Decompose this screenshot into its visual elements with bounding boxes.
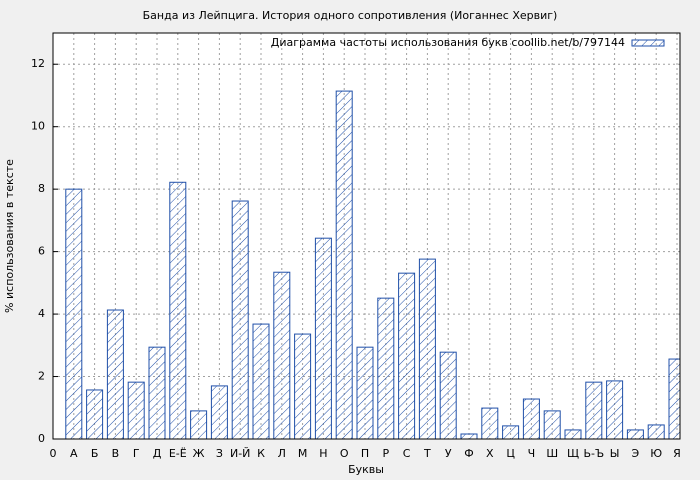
bar (148, 346, 166, 439)
bar (294, 333, 312, 439)
x-tick-label: Э (632, 447, 640, 460)
x-tick-label: М (298, 447, 308, 460)
bar (86, 389, 104, 439)
x-tick-label: Ж (193, 447, 205, 460)
bar (522, 398, 540, 439)
bar (210, 385, 228, 439)
legend-swatch (631, 39, 665, 47)
x-tick-label: Н (319, 447, 327, 460)
y-tick-label: 12 (31, 57, 45, 70)
bar (127, 381, 145, 439)
x-tick-label: Е-Ё (169, 447, 187, 460)
x-tick-label: А (70, 447, 78, 460)
bar (231, 200, 249, 439)
bar (65, 188, 83, 439)
y-tick-label: 4 (38, 307, 45, 320)
bar (481, 407, 499, 439)
x-tick-label: В (112, 447, 120, 460)
x-tick-label: Ы (610, 447, 620, 460)
y-tick-label: 6 (38, 245, 45, 258)
x-tick-label: П (361, 447, 369, 460)
x-tick-label: Р (382, 447, 389, 460)
x-tick-label: З (216, 447, 223, 460)
bar (106, 309, 124, 439)
x-tick-label: И-Й (230, 447, 250, 460)
x-tick-label: Ь-Ъ (583, 447, 604, 460)
x-tick-label: 0 (50, 447, 57, 460)
x-tick-label: О (340, 447, 349, 460)
bar (252, 323, 270, 439)
y-tick-label: 10 (31, 120, 45, 133)
x-tick-label: Ц (506, 447, 515, 460)
x-tick-label: Щ (567, 447, 579, 460)
bar (502, 425, 520, 439)
y-tick-label: 2 (38, 370, 45, 383)
y-tick-label: 0 (38, 432, 45, 445)
bar (564, 429, 582, 439)
x-axis-label: Буквы (348, 463, 384, 476)
bar (543, 410, 561, 439)
bar (647, 424, 665, 439)
plot-border (52, 32, 681, 440)
x-tick-label: Я (673, 447, 681, 460)
x-tick-label: Г (133, 447, 140, 460)
bar (190, 410, 208, 439)
y-tick-label: 8 (38, 182, 45, 195)
bar (398, 272, 416, 439)
bar (606, 380, 624, 439)
bars (65, 90, 680, 439)
x-tick-label: Д (153, 447, 162, 460)
bar (314, 237, 332, 439)
x-tick-label: Х (486, 447, 494, 460)
x-tick-label: Т (423, 447, 431, 460)
x-tick-label: Ш (546, 447, 558, 460)
x-tick-label: Ч (528, 447, 536, 460)
bar (439, 351, 457, 439)
legend: Диаграмма частоты использования букв coo… (271, 36, 665, 49)
legend-label: Диаграмма частоты использования букв coo… (271, 36, 625, 49)
bar (626, 429, 644, 439)
x-tick-label: Б (91, 447, 99, 460)
bar (169, 181, 187, 439)
x-tick-label: С (403, 447, 411, 460)
x-tick-label: Л (278, 447, 286, 460)
bar (585, 381, 603, 439)
x-tick-label: Ю (650, 447, 662, 460)
bar (460, 433, 478, 439)
y-axis-label: % использования в тексте (3, 159, 16, 313)
bar (356, 346, 374, 439)
chart-title: Банда из Лейпцига. История одного сопрот… (143, 9, 558, 22)
x-tick-label: У (445, 447, 452, 460)
bar (418, 258, 436, 439)
bar (273, 271, 291, 439)
bar (335, 90, 353, 439)
x-tick-label: Ф (464, 447, 473, 460)
x-tick-label: К (257, 447, 265, 460)
bar (377, 297, 395, 439)
